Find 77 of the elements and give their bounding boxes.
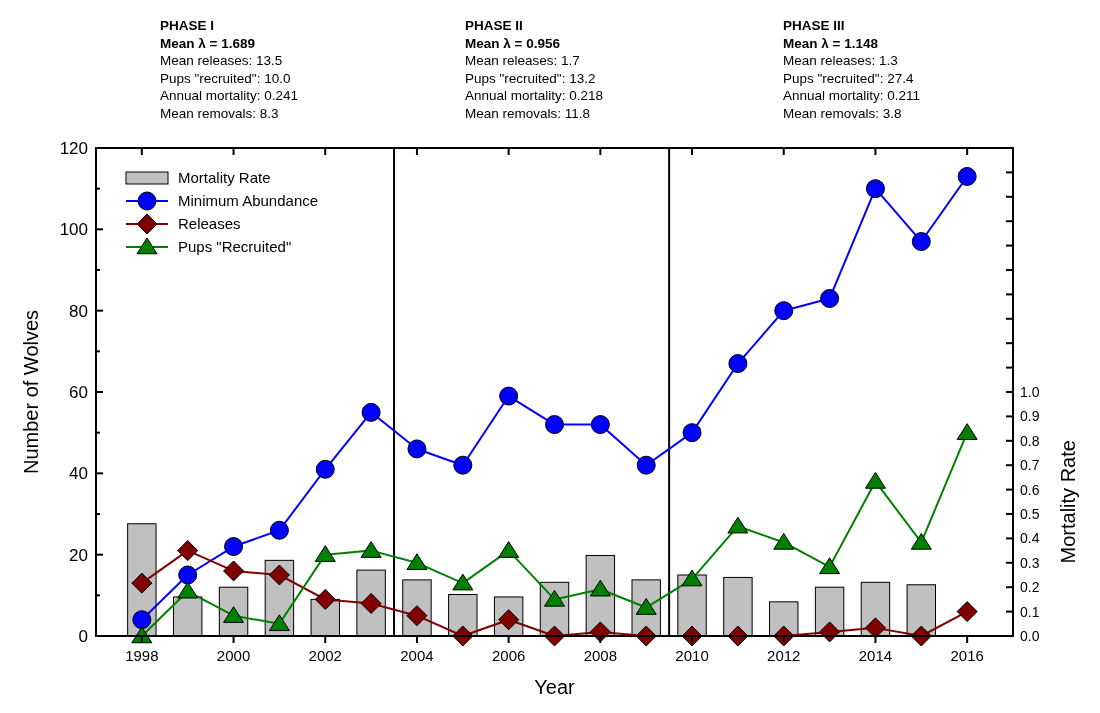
point: [864, 471, 886, 489]
point: [315, 459, 335, 479]
y2-tick-label: 0.0: [1020, 628, 1040, 644]
legend-label: Minimum Abundance: [178, 192, 319, 209]
y2-tick-label: 0.7: [1020, 457, 1040, 474]
point: [820, 288, 840, 308]
x-tick-label: 2010: [675, 647, 709, 664]
point: [681, 569, 703, 587]
point: [131, 572, 153, 594]
point: [956, 423, 978, 440]
y2-tick-label: 0.1: [1020, 603, 1040, 620]
y-tick-label: 120: [59, 139, 88, 158]
point: [314, 588, 336, 610]
point: [499, 386, 519, 406]
y-tick-label: 60: [69, 383, 88, 402]
point: [223, 560, 245, 582]
point: [865, 179, 885, 199]
x-tick-label: 2014: [858, 647, 893, 664]
y2-tick-label: 0.2: [1020, 579, 1040, 596]
point: [545, 415, 564, 435]
legend-label: Releases: [178, 215, 241, 232]
x-tick-label: 2012: [767, 647, 801, 664]
point: [268, 614, 290, 632]
point: [910, 532, 932, 550]
point: [498, 541, 520, 558]
point: [819, 557, 841, 575]
y2-tick-label: 0.3: [1020, 554, 1040, 571]
y-tick-label: 0: [78, 627, 88, 646]
point: [268, 564, 290, 586]
point: [406, 553, 428, 571]
point: [636, 455, 656, 475]
phase-notes: PHASE I Mean λ = 1.689 Mean releases: 13.5 Pups "recruited": 10.0 Annual mortality: 0.241 Mean removals: 8.3 PHASE II Mean λ = 0.956 Mean releases: 1.7 Pups "recruited": 13.2 Annual mortality: 0.218 Mean removals: 11.8 PHASE III Mean λ = 1.148 Mean releases: 1.3 Pups "recruited": 27.4 Annual mortality: 0.211 Mean removals: 3.8: [160, 18, 921, 121]
x-tick-label: 2016: [950, 647, 984, 664]
y2-axis-title: Mortality Rate: [1057, 440, 1079, 564]
point: [361, 402, 381, 422]
y2-tick-label: 0.9: [1020, 408, 1040, 425]
x-tick-label: 1998: [125, 647, 159, 664]
x-tick-label: 2006: [491, 647, 526, 664]
point: [224, 537, 244, 557]
y2-tick-label: 0.5: [1020, 506, 1040, 522]
y-tick-label: 40: [69, 464, 88, 484]
x-tick-label: 2008: [583, 647, 618, 664]
point: [727, 516, 749, 534]
point: [407, 439, 427, 459]
y2-tick-label: 0.6: [1020, 481, 1040, 498]
point: [178, 565, 198, 585]
point: [132, 610, 152, 630]
point: [590, 415, 610, 435]
y2-tick-label: 0.8: [1020, 432, 1040, 449]
y-tick-label: 80: [69, 301, 88, 321]
point: [911, 232, 931, 252]
y2-tick-label: 0.4: [1020, 530, 1040, 547]
point: [453, 455, 473, 475]
point: [773, 532, 795, 550]
y-tick-label: 100: [59, 220, 88, 240]
point: [682, 423, 702, 443]
point: [728, 354, 748, 374]
point: [177, 540, 199, 562]
y-axis-title: Number of Wolves: [20, 309, 42, 475]
x-tick-label: 2002: [308, 647, 342, 664]
x-axis-title: Year: [534, 676, 576, 698]
point: [269, 520, 289, 540]
point: [774, 301, 794, 321]
legend-label: Pups "Recruited": [178, 238, 292, 255]
point: [819, 621, 841, 643]
point: [864, 617, 886, 639]
y2-tick-label: 1.0: [1020, 384, 1040, 400]
point: [957, 166, 977, 186]
x-tick-label: 2004: [400, 647, 434, 664]
legend-label: Mortality Rate: [178, 169, 271, 186]
point: [956, 601, 978, 623]
point: [314, 545, 336, 562]
x-tick-label: 2000: [216, 647, 251, 664]
y-tick-label: 20: [69, 545, 88, 565]
point: [360, 541, 382, 558]
point: [177, 581, 199, 599]
point: [452, 573, 474, 591]
